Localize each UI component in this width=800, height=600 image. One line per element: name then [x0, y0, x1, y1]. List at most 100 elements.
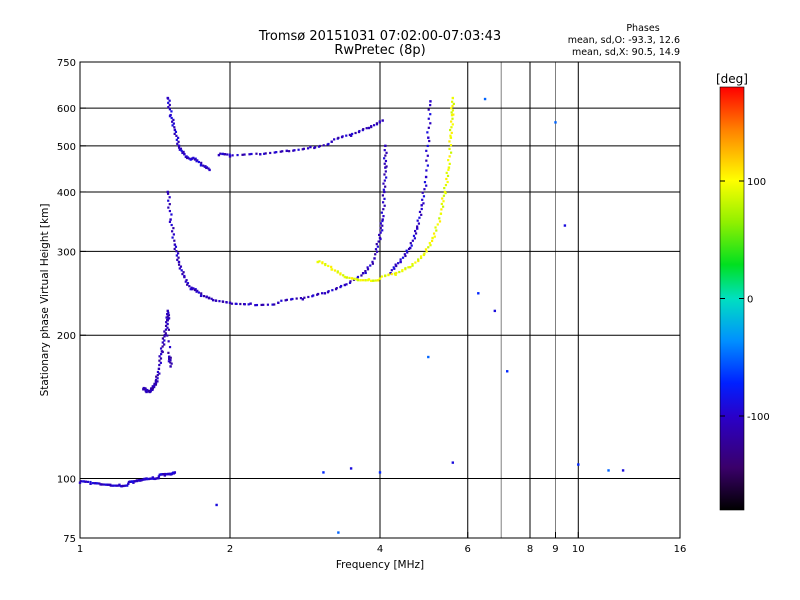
- data-point: [156, 380, 159, 383]
- y-tick-label: 400: [57, 188, 76, 199]
- data-point: [452, 102, 455, 106]
- data-point: [451, 123, 454, 126]
- data-point: [413, 237, 417, 240]
- data-point: [392, 266, 395, 269]
- data-point: [383, 204, 386, 207]
- data-point: [446, 174, 450, 178]
- data-point: [173, 247, 176, 251]
- data-point: [293, 149, 296, 152]
- data-point: [221, 300, 225, 303]
- data-point: [342, 274, 345, 277]
- data-point: [163, 473, 166, 476]
- data-point: [167, 351, 170, 354]
- data-point: [444, 183, 448, 187]
- data-point: [320, 292, 324, 295]
- data-point: [167, 206, 170, 209]
- data-point: [284, 299, 287, 302]
- data-point: [428, 139, 431, 143]
- data-point: [191, 157, 194, 160]
- data-point: [301, 148, 304, 151]
- data-point: [350, 277, 354, 280]
- data-point: [156, 370, 160, 374]
- data-point: [448, 162, 451, 165]
- data-point: [348, 276, 351, 280]
- data-point: [181, 273, 184, 276]
- data-point: [169, 359, 172, 362]
- data-point: [349, 467, 353, 470]
- data-point: [195, 290, 198, 293]
- data-point: [177, 260, 181, 264]
- data-point: [384, 159, 388, 163]
- data-point: [447, 168, 450, 171]
- data-point: [327, 142, 330, 146]
- data-point: [404, 267, 407, 270]
- data-point: [445, 171, 448, 174]
- data-point: [165, 316, 168, 319]
- data-point: [121, 484, 124, 487]
- axis-ticks: [79, 61, 681, 539]
- data-point: [385, 165, 388, 168]
- data-point: [348, 281, 352, 284]
- data-point: [429, 122, 432, 125]
- data-point: [351, 132, 354, 136]
- data-point: [374, 279, 377, 282]
- data-point: [175, 250, 178, 253]
- data-point: [399, 260, 402, 264]
- data-point: [493, 309, 497, 313]
- data-point: [384, 166, 387, 169]
- data-point: [167, 199, 170, 202]
- data-point: [172, 118, 175, 121]
- data-point: [349, 134, 353, 137]
- data-point: [243, 153, 246, 156]
- data-point: [171, 120, 174, 123]
- data-point: [452, 113, 455, 116]
- data-point: [151, 385, 154, 388]
- data-point: [186, 156, 189, 160]
- data-point: [178, 148, 181, 151]
- data-point: [436, 223, 439, 226]
- data-point: [422, 202, 425, 205]
- y-tick-label: 600: [57, 104, 76, 115]
- data-point: [327, 264, 330, 268]
- data-point: [446, 180, 449, 184]
- data-point: [401, 269, 404, 272]
- data-point: [367, 278, 371, 281]
- data-point: [378, 471, 382, 474]
- data-point: [382, 182, 385, 185]
- data-point: [166, 326, 169, 329]
- data-point: [309, 145, 312, 149]
- data-point: [168, 355, 171, 358]
- data-point: [205, 166, 208, 170]
- data-point: [155, 375, 158, 378]
- data-point: [183, 275, 186, 279]
- data-point: [425, 184, 428, 187]
- data-point: [207, 297, 211, 300]
- data-point: [82, 480, 85, 483]
- data-point: [164, 328, 168, 331]
- data-point: [422, 253, 426, 257]
- data-point: [345, 276, 348, 279]
- data-point: [381, 224, 384, 227]
- data-point: [394, 263, 397, 266]
- data-point: [202, 164, 205, 167]
- data-point: [443, 190, 447, 194]
- data-point: [419, 255, 423, 258]
- data-point: [379, 226, 382, 230]
- data-point: [375, 122, 379, 125]
- x-tick-label: 10: [572, 544, 585, 555]
- data-point: [448, 155, 451, 158]
- data-point: [365, 127, 368, 130]
- data-point: [374, 253, 377, 256]
- data-point: [288, 150, 291, 153]
- data-point: [98, 482, 101, 485]
- data-point: [249, 302, 252, 305]
- data-point: [172, 233, 175, 236]
- data-point: [247, 303, 250, 306]
- data-point: [154, 383, 158, 386]
- data-point: [169, 472, 172, 476]
- data-point: [230, 302, 234, 305]
- data-point: [427, 355, 430, 359]
- data-point: [161, 345, 164, 348]
- data-point: [406, 251, 409, 254]
- data-point: [171, 124, 174, 127]
